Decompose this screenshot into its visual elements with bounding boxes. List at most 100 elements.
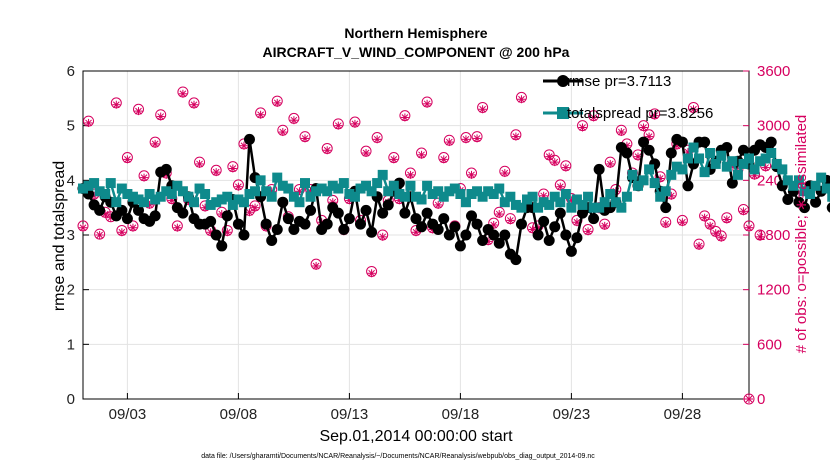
asterisk-stroke bbox=[112, 101, 120, 109]
totalspread-marker bbox=[755, 156, 766, 167]
totalspread-marker bbox=[444, 186, 455, 197]
asterisk-stroke bbox=[235, 183, 242, 191]
obs-assimilated-marker bbox=[323, 146, 332, 155]
asterisk-stroke bbox=[124, 156, 131, 163]
y-axis-label: rmse and totalspread bbox=[51, 161, 68, 311]
totalspread-marker bbox=[311, 186, 322, 197]
asterisk-stroke bbox=[468, 171, 475, 179]
totalspread-marker bbox=[460, 197, 471, 208]
totalspread-marker bbox=[805, 189, 816, 199]
y2-tick-label: 1200 bbox=[757, 282, 790, 299]
rmse-marker bbox=[665, 147, 677, 159]
obs-assimilated-marker bbox=[700, 213, 709, 222]
rmse-marker bbox=[399, 207, 411, 219]
asterisk-stroke bbox=[640, 124, 647, 131]
totalspread-marker bbox=[94, 186, 105, 197]
asterisk-stroke bbox=[118, 228, 126, 236]
y-tick-label: 5 bbox=[67, 118, 75, 135]
totalspread-marker bbox=[83, 180, 94, 191]
obs-assimilated-marker bbox=[722, 215, 731, 224]
chart-subtitle: AIRCRAFT_V_WIND_COMPONENT @ 200 hPa bbox=[263, 44, 570, 60]
data-file-footnote: data file: /Users/gharamti/Documents/NCA… bbox=[201, 453, 595, 460]
totalspread-marker bbox=[383, 186, 394, 197]
totalspread-marker bbox=[272, 172, 283, 183]
totalspread-marker bbox=[621, 191, 632, 202]
obs-assimilated-marker bbox=[478, 105, 487, 114]
rmse-marker bbox=[377, 207, 389, 219]
totalspread-marker bbox=[377, 169, 388, 180]
asterisk-stroke bbox=[584, 228, 592, 235]
obs-assimilated-marker bbox=[251, 203, 260, 212]
asterisk-stroke bbox=[157, 113, 165, 120]
obs-assimilated-marker bbox=[212, 168, 221, 177]
asterisk-stroke bbox=[717, 234, 725, 242]
totalspread-marker bbox=[211, 197, 222, 208]
obs-assimilated-marker bbox=[578, 123, 587, 132]
obs-assimilated-marker bbox=[400, 113, 409, 122]
totalspread-marker bbox=[793, 175, 804, 186]
rmse-marker bbox=[232, 218, 244, 230]
asterisk-stroke bbox=[545, 153, 553, 160]
totalspread-marker bbox=[144, 189, 155, 199]
totalspread-marker bbox=[677, 164, 688, 175]
obs-assimilated-marker bbox=[545, 152, 554, 161]
obs-assimilated-marker bbox=[584, 227, 593, 236]
rmse-marker bbox=[410, 213, 422, 225]
y-tick-label: 4 bbox=[67, 172, 75, 189]
obs-assimilated-marker bbox=[695, 241, 704, 250]
totalspread-marker bbox=[655, 191, 666, 202]
asterisk-stroke bbox=[290, 116, 298, 124]
grid-lines bbox=[83, 70, 749, 400]
rmse-marker bbox=[471, 218, 483, 230]
asterisk-stroke bbox=[551, 158, 559, 166]
rmse-marker bbox=[493, 237, 505, 249]
obs-assimilated-marker bbox=[678, 218, 687, 227]
totalspread-marker bbox=[316, 183, 327, 194]
rmse-marker bbox=[565, 245, 577, 257]
rmse-marker bbox=[488, 229, 500, 241]
obs-assimilated-marker bbox=[561, 163, 570, 172]
rmse-marker bbox=[205, 215, 217, 227]
rmse-marker bbox=[699, 136, 711, 148]
totalspread-marker bbox=[560, 189, 571, 199]
totalspread-marker bbox=[216, 194, 227, 205]
rmse-marker bbox=[355, 218, 366, 230]
rmse-marker bbox=[210, 229, 222, 241]
obs-assimilated-marker bbox=[650, 111, 659, 120]
obs-assimilated-marker bbox=[406, 170, 415, 179]
rmse-marker bbox=[321, 218, 333, 230]
rmse-marker bbox=[360, 204, 372, 216]
asterisk-stroke bbox=[745, 224, 753, 232]
asterisk-stroke bbox=[518, 95, 525, 103]
obs-assimilated-marker bbox=[173, 223, 182, 232]
totalspread-marker bbox=[183, 191, 194, 202]
rmse-marker bbox=[449, 221, 461, 233]
rmse-marker bbox=[638, 136, 650, 148]
obs-assimilated-marker bbox=[517, 95, 526, 104]
asterisk-stroke bbox=[740, 207, 747, 215]
asterisk-stroke bbox=[85, 119, 92, 127]
obs-assimilated-marker bbox=[245, 208, 254, 217]
asterisk-stroke bbox=[251, 204, 259, 212]
y2-tick-label: 1800 bbox=[757, 227, 790, 244]
totalspread-marker bbox=[411, 191, 421, 202]
totalspread-marker bbox=[627, 169, 638, 180]
totalspread-marker bbox=[172, 180, 183, 191]
rmse-marker bbox=[765, 136, 777, 148]
asterisk-stroke bbox=[279, 128, 287, 136]
totalspread-marker bbox=[466, 189, 477, 199]
rmse-marker bbox=[432, 224, 444, 236]
totalspread-marker bbox=[488, 189, 499, 199]
obs-assimilated-marker bbox=[178, 89, 187, 98]
totalspread-marker bbox=[516, 202, 527, 213]
left-axis-ticks: 0 1 2 3 4 5 6 bbox=[67, 63, 89, 408]
totalspread-marker bbox=[327, 180, 338, 191]
obs-assimilated-marker bbox=[706, 221, 715, 230]
rmse-marker bbox=[216, 240, 228, 252]
rmse-marker bbox=[682, 180, 694, 192]
totalspread-marker bbox=[255, 175, 266, 186]
totalspread-marker bbox=[782, 175, 793, 186]
totalspread-marker bbox=[505, 191, 516, 202]
